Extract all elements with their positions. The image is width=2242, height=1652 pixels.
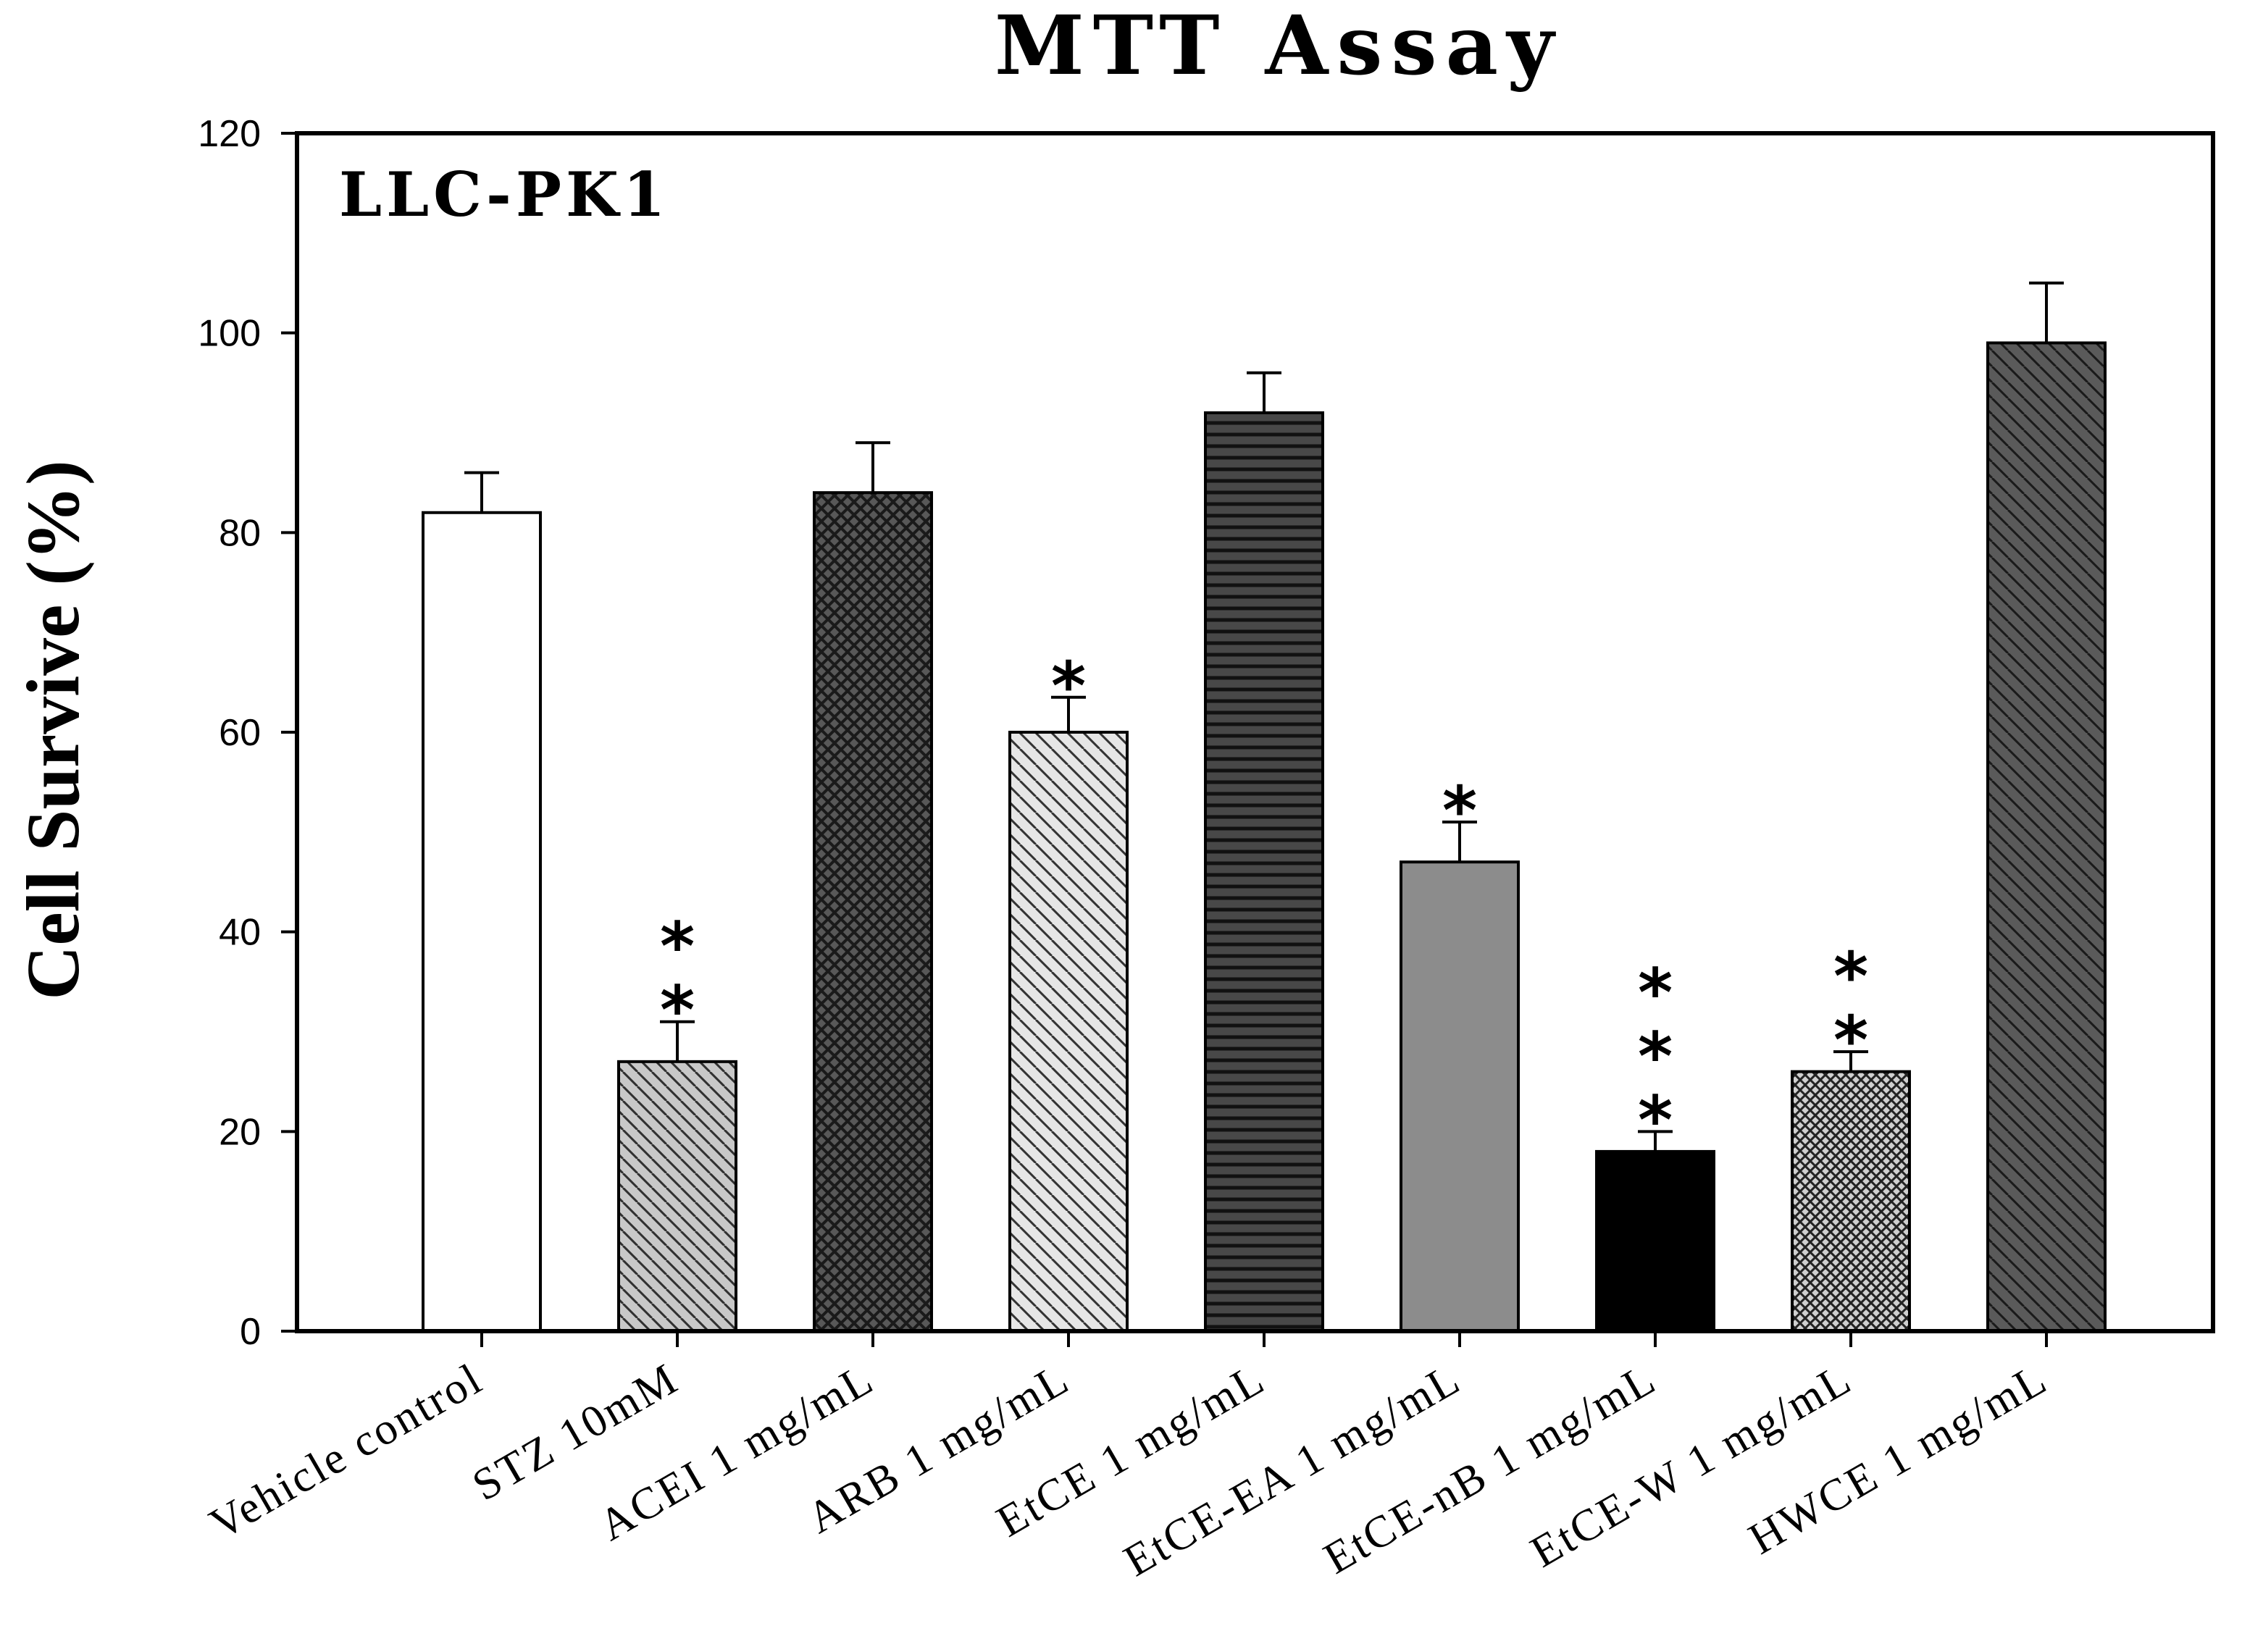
y-tick-label-40: 40 bbox=[219, 912, 261, 954]
bar-6 bbox=[1400, 860, 1520, 1333]
bar-1 bbox=[422, 511, 542, 1333]
y-tick-label-20: 20 bbox=[219, 1111, 261, 1153]
panel-label: LLC-PK1 bbox=[339, 159, 669, 230]
chart-title: MTT Assay bbox=[995, 0, 1563, 93]
error-bar-5 bbox=[1247, 371, 1281, 413]
significance-star-7-3: * bbox=[1638, 954, 1673, 1031]
significance-star-8-2: * bbox=[1833, 938, 1868, 1015]
bar-4 bbox=[1008, 731, 1129, 1333]
y-tick-label-80: 80 bbox=[219, 512, 261, 554]
bar-7 bbox=[1595, 1149, 1715, 1333]
significance-star-4-1: * bbox=[1051, 647, 1086, 725]
bar-9 bbox=[1986, 341, 2107, 1333]
bar-3 bbox=[813, 491, 933, 1333]
y-tick-label-120: 120 bbox=[198, 113, 261, 155]
significance-star-7-1: * bbox=[1638, 1081, 1673, 1159]
error-bar-8 bbox=[1833, 1050, 1868, 1072]
error-bars-layer bbox=[464, 281, 2064, 1152]
significance-star-7-2: * bbox=[1638, 1018, 1673, 1095]
significance-layer: ********* bbox=[660, 647, 1868, 1160]
significance-star-2-2: * bbox=[660, 908, 695, 986]
bar-8 bbox=[1791, 1070, 1911, 1333]
error-bar-9 bbox=[2029, 281, 2064, 343]
y-tick-label-100: 100 bbox=[198, 313, 261, 355]
significance-star-6-1: * bbox=[1442, 772, 1477, 850]
significance-star-8-1: * bbox=[1833, 1002, 1868, 1079]
bar-5 bbox=[1204, 411, 1324, 1333]
error-bar-1 bbox=[464, 471, 499, 513]
bar-2 bbox=[617, 1060, 737, 1333]
bars-layer bbox=[422, 341, 2107, 1333]
error-bar-3 bbox=[856, 441, 890, 493]
y-tick-label-0: 0 bbox=[240, 1311, 261, 1353]
significance-star-2-1: * bbox=[660, 972, 695, 1049]
y-tick-label-60: 60 bbox=[219, 712, 261, 754]
y-axis-label: Cell Survive (%) bbox=[12, 460, 95, 999]
y-ticks-layer: 0 20 40 60 80 100 120 bbox=[198, 113, 297, 1353]
error-bar-2 bbox=[660, 1020, 695, 1062]
error-bar-4 bbox=[1051, 695, 1086, 732]
error-bar-6 bbox=[1442, 821, 1477, 863]
error-bar-7 bbox=[1638, 1130, 1673, 1152]
